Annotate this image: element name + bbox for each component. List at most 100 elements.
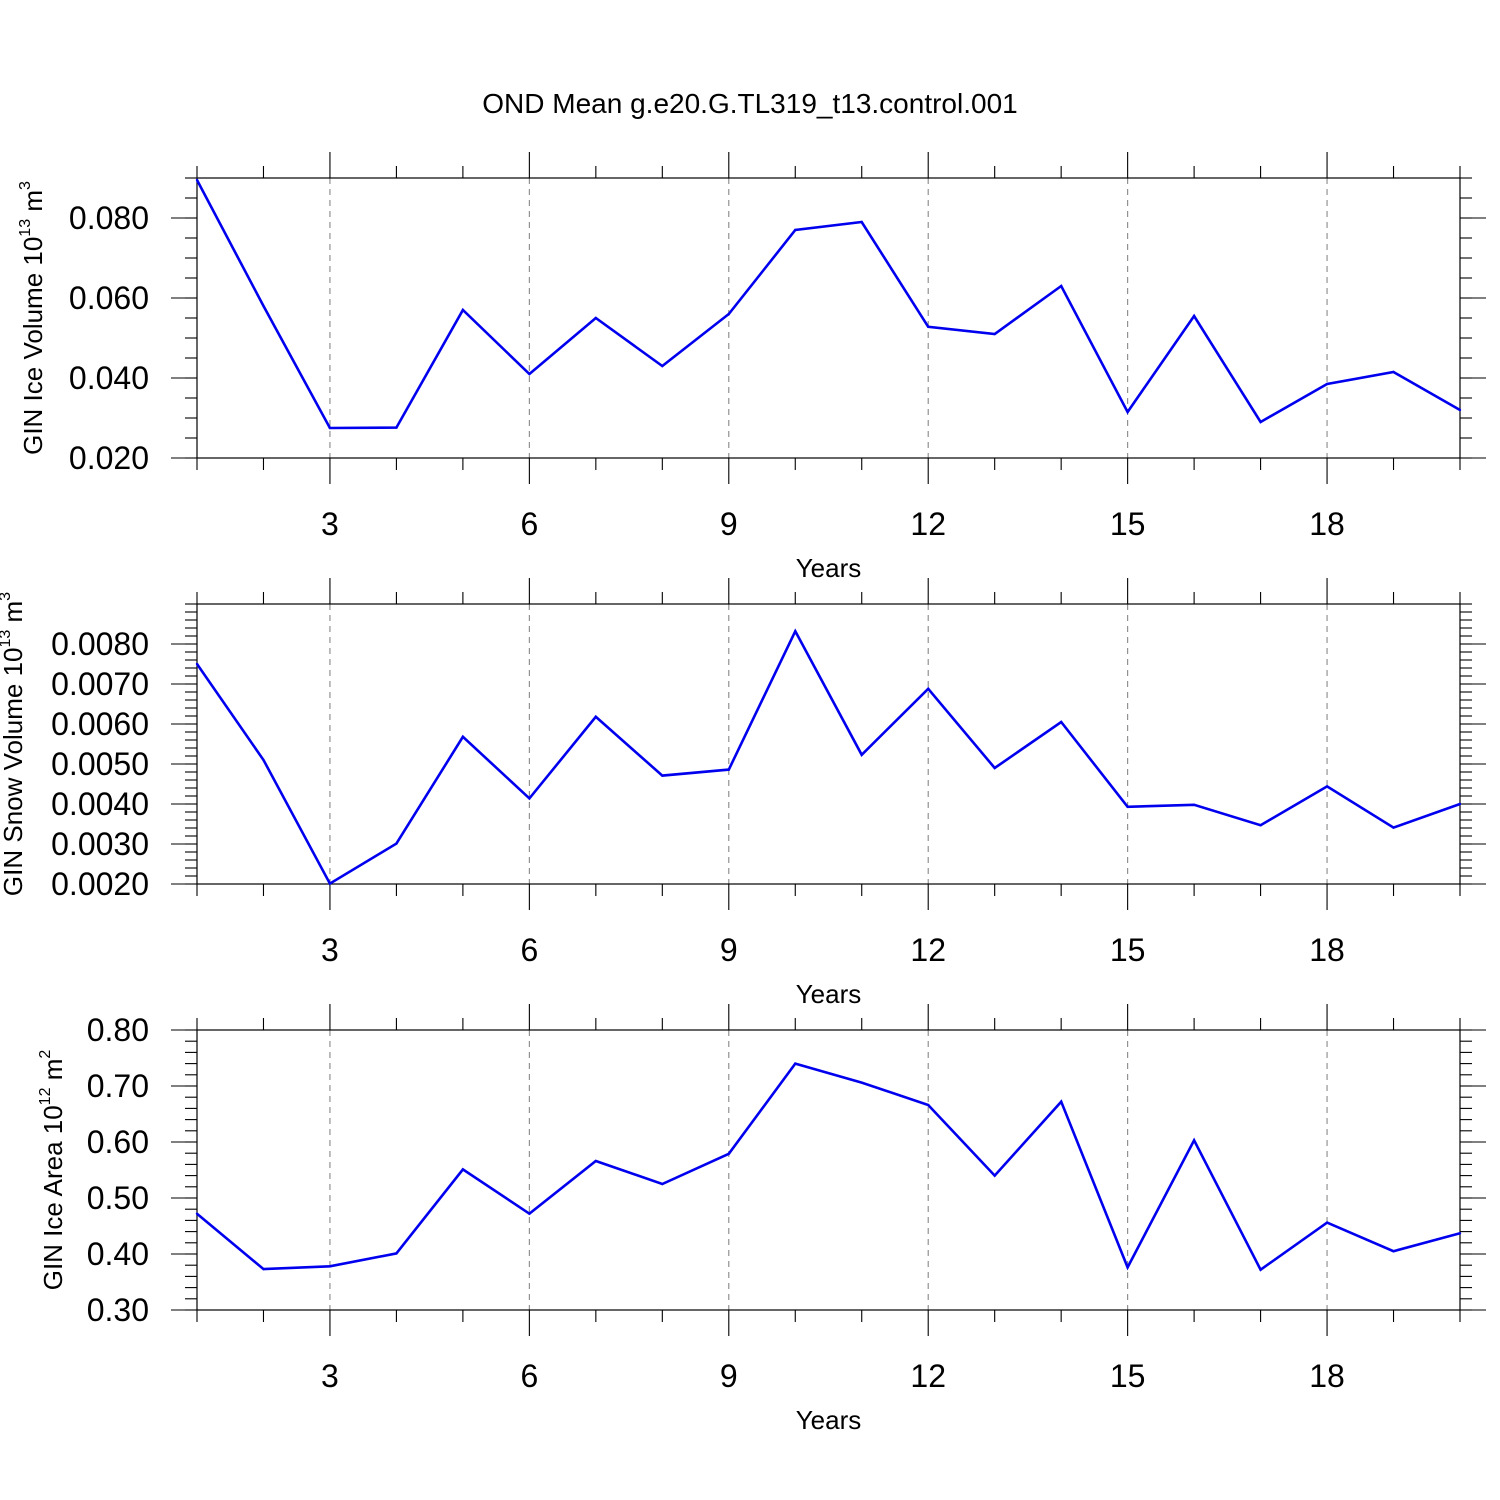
panels: 0.020 0.040 0.060 0.080 3 6 9 12 15 18 Years GIN Ic… bbox=[0, 152, 1486, 1435]
y-tick-label: 0.020 bbox=[69, 440, 149, 476]
x-axis-label: Years bbox=[796, 979, 862, 1009]
data-point bbox=[195, 178, 199, 182]
data-point bbox=[1458, 1232, 1462, 1235]
y-tick-label: 0.0030 bbox=[51, 826, 149, 862]
y-axis-label: GIN Ice Volume 1013 m3 bbox=[17, 181, 48, 455]
y-tick-label: 0.50 bbox=[87, 1180, 149, 1216]
data-point bbox=[727, 1152, 730, 1155]
data-point bbox=[1259, 824, 1262, 827]
data-point bbox=[262, 758, 265, 762]
data-point bbox=[594, 316, 598, 320]
data-point bbox=[1392, 370, 1395, 374]
data-point bbox=[1126, 1266, 1129, 1269]
y-tick-label: 0.0080 bbox=[51, 626, 149, 662]
data-point bbox=[395, 842, 398, 845]
plot-frame bbox=[196, 1029, 1461, 1311]
plot-frame bbox=[196, 603, 1461, 885]
x-tick-label: 9 bbox=[720, 932, 738, 968]
data-point bbox=[794, 1062, 797, 1065]
x-tick-label: 3 bbox=[321, 506, 339, 542]
data-point bbox=[1192, 803, 1196, 806]
y-axis-label: GIN Snow Volume 1013 m3 bbox=[0, 592, 28, 896]
y-axis-label-text: GIN Snow Volume 10 bbox=[0, 648, 28, 897]
y-tick-label: 0.0020 bbox=[51, 866, 149, 902]
figure-title: OND Mean g.e20.G.TL319_t13.control.001 bbox=[482, 88, 1017, 119]
x-tick-label: 18 bbox=[1309, 1358, 1345, 1394]
y-axis-label-text: GIN Ice Volume 10 bbox=[18, 237, 48, 455]
y-axis-label-unit-exp: 3 bbox=[0, 592, 14, 601]
data-point bbox=[328, 1265, 332, 1268]
y-tick-label: 0.70 bbox=[87, 1068, 149, 1104]
data-point bbox=[661, 364, 664, 368]
y-axis-label-exp: 12 bbox=[37, 1087, 54, 1105]
data-point bbox=[528, 1212, 531, 1215]
y-axis-label-unit-exp: 2 bbox=[37, 1050, 54, 1059]
data-point bbox=[1325, 1221, 1329, 1224]
data-point bbox=[993, 766, 996, 770]
data-point bbox=[262, 304, 265, 308]
y-tick-label: 0.0040 bbox=[51, 786, 149, 822]
panel-1: 0.020 0.040 0.060 0.080 3 6 9 12 15 18 Years GIN Ic… bbox=[17, 152, 1486, 583]
data-point bbox=[993, 1174, 996, 1177]
x-tick-label: 6 bbox=[520, 932, 538, 968]
y-axis-label-unit: m bbox=[0, 601, 28, 630]
data-point bbox=[1059, 284, 1063, 288]
x-tick-label: 15 bbox=[1110, 506, 1146, 542]
x-tick-label: 6 bbox=[520, 1358, 538, 1394]
data-point bbox=[594, 715, 598, 718]
x-tick-label: 6 bbox=[520, 506, 538, 542]
data-point bbox=[461, 1168, 465, 1171]
data-point bbox=[727, 312, 730, 316]
x-tick-label: 9 bbox=[720, 1358, 738, 1394]
y-tick-label: 0.080 bbox=[69, 200, 149, 236]
data-point bbox=[1192, 314, 1196, 318]
data-point bbox=[461, 735, 465, 738]
x-tick-label: 3 bbox=[321, 932, 339, 968]
y-axis-label-text: GIN Ice Area 10 bbox=[38, 1105, 68, 1290]
x-tick-label: 18 bbox=[1309, 506, 1345, 542]
x-axis-label: Years bbox=[796, 1405, 862, 1435]
y-axis-label-exp: 13 bbox=[17, 219, 34, 237]
data-point bbox=[661, 774, 664, 777]
data-point bbox=[328, 882, 332, 885]
series-line bbox=[195, 628, 1461, 886]
y-tick-label: 0.0060 bbox=[51, 706, 149, 742]
y-axis-label: GIN Ice Area 1012 m2 bbox=[37, 1050, 68, 1291]
data-point bbox=[395, 1252, 398, 1255]
data-point bbox=[1192, 1139, 1196, 1142]
data-point bbox=[1259, 420, 1262, 424]
data-point bbox=[794, 630, 797, 633]
plot-frame bbox=[196, 177, 1461, 459]
data-point bbox=[1458, 408, 1462, 412]
x-tick-label: 9 bbox=[720, 506, 738, 542]
y-axis-label-unit: m bbox=[38, 1059, 68, 1088]
data-point bbox=[594, 1159, 598, 1163]
data-point bbox=[993, 332, 996, 336]
x-tick-label: 15 bbox=[1110, 932, 1146, 968]
y-axis-label-unit-exp: 3 bbox=[17, 181, 34, 190]
y-axis-label-unit: m bbox=[18, 190, 48, 219]
data-point bbox=[1392, 826, 1395, 829]
y-tick-label: 0.60 bbox=[87, 1124, 149, 1160]
data-point bbox=[1325, 785, 1329, 788]
data-point bbox=[528, 372, 531, 376]
y-tick-label: 0.40 bbox=[87, 1236, 149, 1272]
data-point bbox=[927, 1103, 930, 1107]
data-point bbox=[328, 426, 332, 430]
y-tick-label: 0.0050 bbox=[51, 746, 149, 782]
data-point bbox=[1059, 1100, 1063, 1103]
panel-3: 0.30 0.40 0.50 0.60 0.70 0.80 3 6 9 12 15 18 Years GI… bbox=[37, 1004, 1486, 1435]
data-point bbox=[195, 662, 199, 666]
data-point bbox=[195, 1212, 199, 1215]
x-tick-label: 15 bbox=[1110, 1358, 1146, 1394]
data-point bbox=[860, 753, 863, 756]
data-point bbox=[1325, 382, 1329, 386]
data-point bbox=[1392, 1250, 1395, 1253]
data-point bbox=[927, 325, 930, 328]
data-point bbox=[727, 768, 730, 771]
series-line bbox=[196, 1062, 1461, 1272]
y-tick-label: 0.040 bbox=[69, 360, 149, 396]
data-point bbox=[1059, 720, 1063, 724]
y-axis-label-exp: 13 bbox=[0, 630, 14, 648]
